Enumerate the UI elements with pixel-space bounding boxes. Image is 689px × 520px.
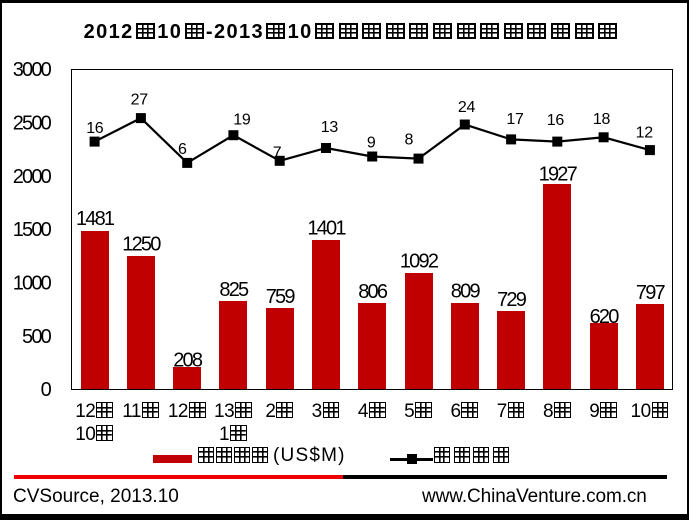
svg-text:759: 759 [266, 286, 296, 308]
svg-text:2000: 2000 [13, 166, 52, 188]
svg-text:19: 19 [233, 112, 251, 129]
svg-text:27: 27 [131, 91, 149, 108]
svg-text:12: 12 [636, 125, 654, 142]
svg-text:0: 0 [41, 379, 52, 401]
svg-text:17: 17 [506, 111, 524, 128]
svg-text:1250: 1250 [122, 234, 161, 256]
svg-text:18: 18 [593, 111, 611, 128]
svg-text:797: 797 [636, 282, 666, 304]
svg-text:8: 8 [404, 131, 413, 148]
svg-text:1092: 1092 [400, 251, 439, 273]
svg-text:6: 6 [178, 141, 187, 158]
svg-text:809: 809 [451, 281, 481, 303]
svg-text:3000: 3000 [13, 59, 52, 81]
svg-text:1000: 1000 [13, 273, 52, 295]
svg-text:208: 208 [173, 349, 203, 371]
svg-text:1481: 1481 [76, 208, 115, 230]
svg-text:24: 24 [458, 99, 476, 116]
svg-text:806: 806 [358, 281, 388, 303]
svg-text:13: 13 [321, 119, 339, 136]
svg-text:620: 620 [590, 306, 620, 328]
svg-text:16: 16 [547, 112, 565, 129]
svg-text:2500: 2500 [13, 113, 52, 135]
svg-text:1500: 1500 [13, 219, 52, 241]
svg-text:500: 500 [22, 326, 52, 348]
svg-text:1401: 1401 [307, 218, 346, 240]
svg-text:1927: 1927 [539, 163, 578, 185]
svg-text:16: 16 [86, 120, 104, 137]
svg-text:7: 7 [273, 144, 282, 161]
svg-text:9: 9 [367, 134, 376, 151]
svg-text:825: 825 [219, 279, 249, 301]
svg-text:729: 729 [497, 289, 527, 311]
